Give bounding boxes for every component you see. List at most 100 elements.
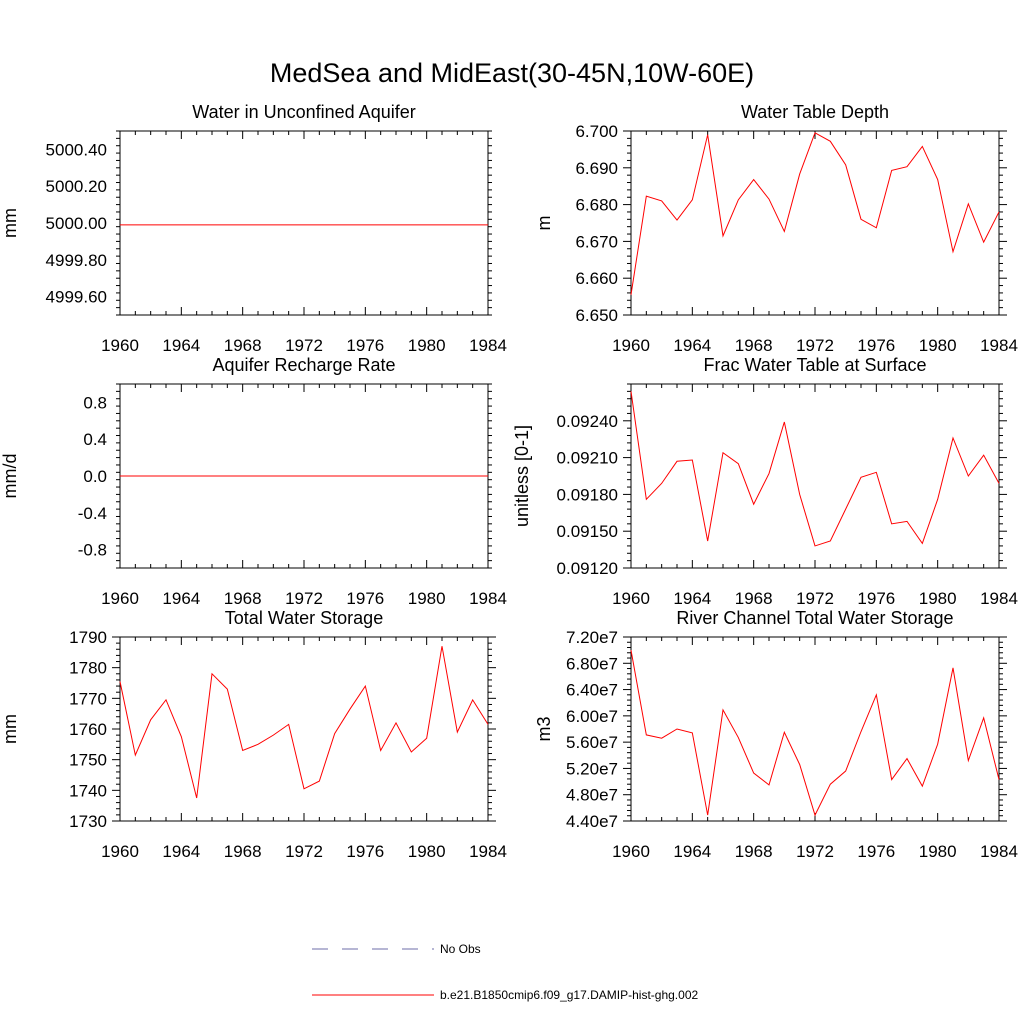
x-tick-label: 1976 [346, 589, 384, 608]
x-tick-label: 1968 [735, 336, 773, 355]
y-tick-label: 4.40e7 [566, 812, 618, 831]
y-tick-label: 6.680 [575, 196, 618, 215]
x-tick-label: 1980 [919, 842, 957, 861]
main-title: MedSea and MidEast(30-45N,10W-60E) [270, 58, 754, 88]
y-tick-label: 4.80e7 [566, 786, 618, 805]
x-tick-label: 1984 [980, 842, 1018, 861]
x-tick-label: 1984 [469, 842, 507, 861]
series-line [119, 646, 489, 799]
y-tick-label: 1730 [69, 812, 107, 831]
y-axis-label: mm/d [0, 454, 20, 499]
panel-6: River Channel Total Water Storage m3 1960 1… [534, 608, 1018, 861]
y-tick-label: 1750 [69, 751, 107, 770]
legend-label-model: b.e21.B1850cmip6.f09_g17.DAMIP-hist-ghg.… [440, 988, 698, 1002]
x-tick-label: 1980 [919, 336, 957, 355]
plot-frame [119, 130, 489, 316]
y-tick-label: 4999.60 [46, 288, 107, 307]
y-axis-label: unitless [0-1] [512, 425, 532, 527]
y-tick-label: 6.650 [575, 306, 618, 325]
panel-5: Total Water Storage mm 1960 1964 1968 1972 197… [0, 608, 507, 861]
panel-title: Aquifer Recharge Rate [212, 355, 395, 375]
x-tick-label: 1984 [469, 589, 507, 608]
y-axis-label: mm [0, 714, 20, 744]
y-tick-label: 0.4 [83, 430, 107, 449]
y-tick-label: 0.09240 [557, 412, 618, 431]
x-tick-label: 1968 [735, 589, 773, 608]
x-tick-label: 1976 [857, 842, 895, 861]
y-tick-label: 7.20e7 [566, 628, 618, 647]
panel-title: Total Water Storage [225, 608, 383, 628]
y-tick-label: 1760 [69, 720, 107, 739]
y-tick-label: 5.20e7 [566, 759, 618, 778]
panel-title: Water in Unconfined Aquifer [192, 102, 415, 122]
x-tick-label: 1980 [919, 589, 957, 608]
x-tick-label: 1976 [346, 336, 384, 355]
y-tick-label: 6.40e7 [566, 681, 618, 700]
panel-1: Water in Unconfined Aquifer mm 1960 1964 196… [0, 102, 507, 355]
y-tick-label: 6.660 [575, 269, 618, 288]
y-tick-label: 1740 [69, 781, 107, 800]
y-tick-label: -0.4 [78, 504, 107, 523]
x-tick-label: 1964 [673, 589, 711, 608]
y-tick-label: 6.700 [575, 122, 618, 141]
y-tick-label: 0.09180 [557, 485, 618, 504]
y-tick-label: 5.60e7 [566, 733, 618, 752]
legend-label-no-obs: No Obs [440, 942, 481, 956]
x-tick-label: 1960 [101, 842, 139, 861]
plot-frame [630, 130, 1000, 316]
series-line [630, 391, 1000, 547]
x-tick-label: 1980 [408, 842, 446, 861]
y-axis-label: m3 [534, 716, 554, 741]
x-tick-label: 1976 [346, 842, 384, 861]
series-line [630, 650, 1000, 817]
x-tick-label: 1960 [101, 336, 139, 355]
x-tick-label: 1960 [612, 842, 650, 861]
legend: No Obs b.e21.B1850cmip6.f09_g17.DAMIP-hi… [312, 942, 698, 1002]
x-tick-label: 1972 [285, 842, 323, 861]
y-tick-label: 0.09210 [557, 449, 618, 468]
x-tick-label: 1972 [796, 842, 834, 861]
x-tick-label: 1984 [980, 336, 1018, 355]
y-tick-label: 0.09150 [557, 522, 618, 541]
x-tick-label: 1968 [224, 842, 262, 861]
panels: Water in Unconfined Aquifer mm 1960 1964 196… [0, 102, 1018, 861]
y-tick-label: 0.09120 [557, 559, 618, 578]
x-tick-label: 1960 [612, 589, 650, 608]
y-tick-label: 0.0 [83, 467, 107, 486]
panel-title: Frac Water Table at Surface [703, 355, 926, 375]
panel-4: Frac Water Table at Surface unitless [0-1… [512, 355, 1018, 608]
y-tick-label: 1770 [69, 689, 107, 708]
x-tick-label: 1960 [101, 589, 139, 608]
x-tick-label: 1972 [796, 336, 834, 355]
plot-frame [630, 636, 1000, 822]
x-tick-label: 1960 [612, 336, 650, 355]
x-tick-label: 1964 [162, 842, 200, 861]
x-tick-label: 1964 [673, 842, 711, 861]
panel-title: River Channel Total Water Storage [676, 608, 953, 628]
panel-3: Aquifer Recharge Rate mm/d 1960 1964 1968 197… [0, 355, 507, 608]
x-tick-label: 1984 [980, 589, 1018, 608]
y-tick-label: -0.8 [78, 541, 107, 560]
y-axis-label: m [534, 216, 554, 231]
x-tick-label: 1964 [162, 336, 200, 355]
y-tick-label: 5000.20 [46, 177, 107, 196]
y-tick-label: 6.00e7 [566, 707, 618, 726]
x-tick-label: 1972 [796, 589, 834, 608]
y-tick-label: 4999.80 [46, 251, 107, 270]
plot-frame [119, 636, 489, 822]
x-tick-label: 1964 [162, 589, 200, 608]
y-tick-label: 1780 [69, 659, 107, 678]
x-tick-label: 1980 [408, 589, 446, 608]
x-tick-label: 1976 [857, 589, 895, 608]
y-tick-label: 5000.00 [46, 214, 107, 233]
y-axis-label: mm [0, 208, 20, 238]
x-tick-label: 1964 [673, 336, 711, 355]
panel-title: Water Table Depth [741, 102, 889, 122]
x-tick-label: 1968 [735, 842, 773, 861]
x-tick-label: 1976 [857, 336, 895, 355]
y-tick-label: 0.8 [83, 393, 107, 412]
x-tick-label: 1984 [469, 336, 507, 355]
y-tick-label: 5000.40 [46, 140, 107, 159]
y-tick-label: 6.80e7 [566, 654, 618, 673]
